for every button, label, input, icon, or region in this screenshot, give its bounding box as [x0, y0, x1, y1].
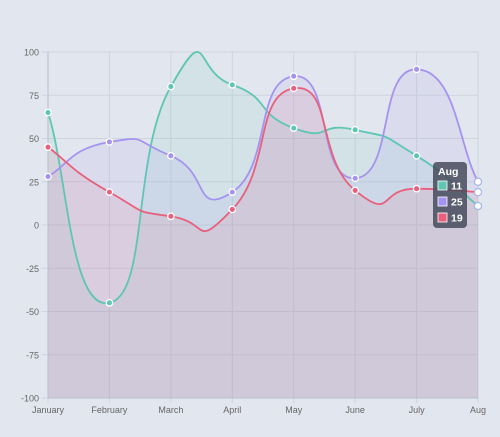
tooltip-swatch: [437, 212, 448, 223]
x-tick-label: July: [409, 405, 426, 415]
y-tick-label: 25: [29, 177, 39, 187]
x-tick-label: Aug: [470, 405, 486, 415]
series-area-0: [48, 51, 478, 399]
data-point[interactable]: [105, 298, 114, 307]
tooltip-title: Aug: [438, 166, 458, 178]
x-tick-label: February: [91, 405, 128, 415]
y-tick-label: -25: [26, 264, 39, 274]
tooltip: Aug 11 25 19: [433, 162, 467, 228]
grid: [42, 51, 479, 403]
data-point[interactable]: [167, 212, 175, 221]
y-tick-label: 100: [24, 48, 39, 58]
axes: -100 -75 -50 -25 0 25 50 75 100 January February Ma…: [21, 48, 486, 416]
y-tick-label: -100: [21, 394, 39, 404]
data-point[interactable]: [44, 172, 52, 181]
y-tick-label: -75: [26, 350, 39, 360]
tooltip-swatch: [437, 196, 448, 207]
tooltip-box: [433, 162, 467, 228]
data-point[interactable]: [44, 143, 52, 151]
area-fills: [48, 51, 478, 399]
data-point[interactable]: [289, 84, 298, 93]
data-point[interactable]: [289, 72, 298, 81]
series-line-2: [47, 87, 479, 233]
tooltip-swatch: [437, 180, 448, 191]
series-area-2: [48, 87, 478, 399]
y-tick-label: 75: [29, 91, 39, 101]
data-point[interactable]: [44, 108, 52, 117]
data-point[interactable]: [473, 201, 483, 211]
tooltip-value: 19: [451, 213, 463, 225]
data-point[interactable]: [412, 65, 421, 74]
data-point[interactable]: [167, 82, 175, 91]
series-line-1: [47, 68, 479, 201]
tooltip-value: 11: [451, 181, 462, 193]
series-area-1: [48, 69, 478, 398]
x-tick-label: January: [32, 405, 65, 415]
x-tick-label: June: [345, 405, 365, 415]
data-point[interactable]: [473, 177, 483, 186]
data-point[interactable]: [351, 174, 359, 183]
data-point[interactable]: [228, 81, 237, 89]
data-point[interactable]: [228, 188, 237, 196]
data-point[interactable]: [412, 151, 421, 160]
data-point[interactable]: [412, 184, 421, 193]
data-point[interactable]: [105, 188, 114, 196]
y-tick-label: 50: [29, 134, 39, 144]
tooltip-value: 25: [451, 197, 463, 209]
x-tick-label: May: [285, 405, 303, 415]
data-point[interactable]: [473, 187, 483, 197]
data-point[interactable]: [167, 151, 175, 160]
data-points[interactable]: [44, 65, 483, 307]
data-point[interactable]: [289, 124, 298, 132]
x-tick-label: March: [158, 405, 183, 415]
y-tick-label: 0: [34, 221, 39, 231]
data-point[interactable]: [105, 138, 114, 146]
data-point[interactable]: [228, 205, 237, 214]
y-tick-label: -50: [26, 307, 39, 317]
data-point[interactable]: [351, 126, 359, 134]
x-tick-label: April: [223, 405, 241, 415]
data-point[interactable]: [351, 186, 359, 195]
